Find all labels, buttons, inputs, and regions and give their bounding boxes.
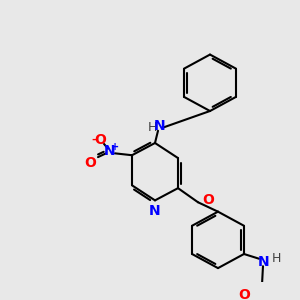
Text: O: O xyxy=(84,156,96,170)
Text: N: N xyxy=(258,254,270,268)
Text: +: + xyxy=(111,142,119,152)
Text: N: N xyxy=(149,204,161,218)
Text: O: O xyxy=(238,288,250,300)
Text: H: H xyxy=(272,252,281,265)
Text: H: H xyxy=(147,122,157,134)
Text: O: O xyxy=(202,194,214,207)
Text: N: N xyxy=(104,145,116,158)
Text: O: O xyxy=(94,133,106,147)
Text: N: N xyxy=(154,119,166,133)
Text: -: - xyxy=(92,135,96,145)
